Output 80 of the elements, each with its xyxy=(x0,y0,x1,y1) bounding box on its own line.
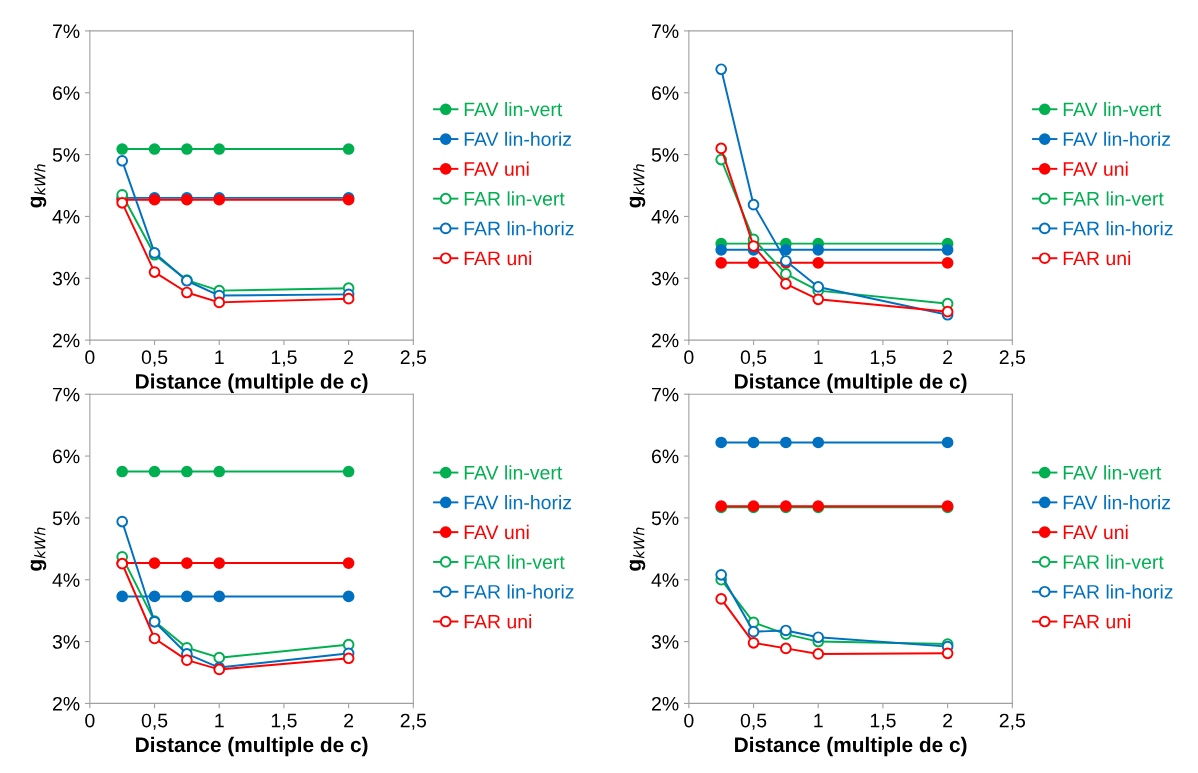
x-tick-label: 2,5 xyxy=(999,350,1026,367)
x-tick-label: 1,5 xyxy=(870,350,896,367)
legend-label: FAR lin-horiz xyxy=(464,584,574,599)
y-tick-label: 4% xyxy=(651,573,679,587)
x-tick-label: 1 xyxy=(215,350,224,364)
y-tick-label: 6% xyxy=(53,449,80,464)
x-tick-label: 1,5 xyxy=(271,713,297,730)
y-axis-title: g$_{kWh}$ xyxy=(629,164,646,208)
x-axis-title: Distance (multiple de c) xyxy=(136,373,368,393)
x-tick-label: 2,5 xyxy=(999,713,1026,730)
x-tick-label: 1,5 xyxy=(870,713,896,730)
legend-label: FAV uni xyxy=(464,524,529,540)
x-tick-label: 2 xyxy=(344,713,354,728)
legend-label: FAR lin-horiz xyxy=(464,221,574,236)
legend-label: FAR lin-vert xyxy=(464,191,565,206)
legend-label: FAV lin-horiz xyxy=(464,131,572,147)
legend-label: FAR lin-vert xyxy=(1063,191,1164,206)
legend-label: FAV lin-vert xyxy=(464,465,563,480)
y-tick-label: 5% xyxy=(651,148,679,162)
x-tick-label: 0 xyxy=(85,713,95,728)
legend-label: FAV lin-horiz xyxy=(464,495,572,510)
y-axis-title: g$_{kWh}$ xyxy=(30,164,47,208)
legend-label: FAR lin-horiz xyxy=(1063,584,1173,599)
y-tick-label: 5% xyxy=(651,511,679,526)
x-axis-title: Distance (multiple de c) xyxy=(735,373,967,393)
legend-label: FAV lin-horiz xyxy=(1063,495,1171,510)
y-tick-label: 4% xyxy=(52,573,80,587)
x-tick-label: 1,5 xyxy=(271,350,297,367)
x-axis-title: Distance (multiple de c) xyxy=(136,736,368,757)
y-tick-label: 7% xyxy=(53,24,80,39)
legend-label: FAR uni xyxy=(464,614,532,629)
x-tick-label: 0,5 xyxy=(740,350,767,367)
legend-label: FAV lin-vert xyxy=(464,101,563,117)
y-tick-label: 7% xyxy=(652,24,679,39)
y-tick-label: 3% xyxy=(52,271,80,286)
legend-label: FAR uni xyxy=(1063,614,1131,629)
legend-label: FAV uni xyxy=(1063,161,1128,176)
y-tick-label: 7% xyxy=(652,387,679,402)
y-axis-title: g$_{kWh}$ xyxy=(629,527,646,571)
y-tick-label: 3% xyxy=(651,271,679,286)
y-tick-label: 5% xyxy=(52,511,80,526)
y-tick-label: 6% xyxy=(652,449,679,464)
y-tick-label: 4% xyxy=(52,209,80,224)
x-tick-label: 2,5 xyxy=(400,350,427,367)
y-tick-label: 2% xyxy=(652,696,679,711)
y-tick-label: 2% xyxy=(53,333,80,348)
legend-label: FAR uni xyxy=(1063,250,1131,266)
x-tick-label: 1 xyxy=(814,713,823,728)
y-tick-label: 6% xyxy=(652,86,679,100)
y-tick-label: 7% xyxy=(53,387,80,402)
y-tick-label: 3% xyxy=(651,635,679,649)
legend-label: FAV lin-horiz xyxy=(1063,131,1171,147)
x-tick-label: 0 xyxy=(85,350,95,365)
y-axis-title: g$_{kWh}$ xyxy=(30,527,47,571)
x-tick-label: 0,5 xyxy=(740,713,767,730)
x-tick-label: 2 xyxy=(943,713,953,728)
x-tick-label: 0,5 xyxy=(141,350,168,367)
y-tick-label: 2% xyxy=(652,333,679,348)
legend-label: FAV uni xyxy=(1063,524,1128,540)
x-tick-label: 0 xyxy=(684,350,694,365)
x-tick-label: 2,5 xyxy=(400,713,427,730)
y-tick-label: 2% xyxy=(53,696,80,711)
x-tick-label: 1 xyxy=(215,713,224,728)
legend-label: FAR lin-horiz xyxy=(1063,221,1173,236)
x-tick-label: 0,5 xyxy=(141,713,168,730)
legend-label: FAR uni xyxy=(464,250,532,266)
legend-label: FAR lin-vert xyxy=(1063,554,1164,569)
legend-label: FAR lin-vert xyxy=(464,554,565,569)
legend-label: FAV lin-vert xyxy=(1063,465,1162,480)
y-tick-label: 6% xyxy=(53,86,80,100)
legend-label: FAV uni xyxy=(464,161,529,176)
x-tick-label: 1 xyxy=(814,350,823,364)
x-tick-label: 2 xyxy=(943,350,953,364)
legend-label: FAV lin-vert xyxy=(1063,101,1162,117)
x-axis-title: Distance (multiple de c) xyxy=(735,736,967,757)
x-tick-label: 0 xyxy=(684,713,694,728)
y-tick-label: 5% xyxy=(52,148,80,162)
y-tick-label: 4% xyxy=(651,209,679,224)
y-tick-label: 3% xyxy=(52,635,80,649)
x-tick-label: 2 xyxy=(344,350,354,364)
